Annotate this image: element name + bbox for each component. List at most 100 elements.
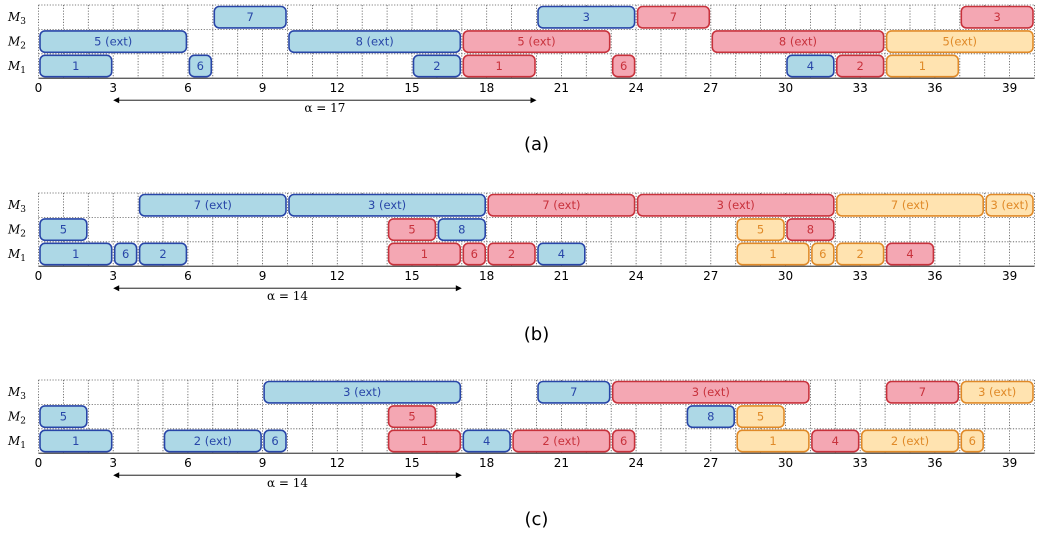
- job-bar: [462, 30, 611, 54]
- job-block: 6: [611, 429, 636, 453]
- job-label: 1: [72, 434, 79, 448]
- panel-caption: (a): [524, 134, 549, 155]
- job-block: 3: [960, 5, 1034, 29]
- job-block: 2 (ext): [860, 429, 960, 453]
- job-bar: [537, 5, 636, 29]
- tick-label: 15: [404, 81, 419, 95]
- job-label: 4: [558, 247, 565, 261]
- job-block: 7: [885, 380, 960, 404]
- job-block: 7: [636, 5, 711, 29]
- job-block: 4: [885, 242, 935, 266]
- job-block: 5: [39, 405, 88, 429]
- tick-label: 36: [927, 81, 942, 95]
- job-block: 2 (ext): [163, 429, 262, 453]
- job-bar: [213, 5, 287, 29]
- job-label: 7: [570, 385, 577, 399]
- job-block: 4: [811, 429, 860, 453]
- job-block: 7 (ext): [835, 193, 984, 217]
- job-bar: [512, 429, 611, 453]
- job-bar: [39, 242, 113, 266]
- job-block: 1: [39, 242, 113, 266]
- job-bar: [263, 380, 462, 404]
- job-bar: [885, 380, 960, 404]
- job-block: 6: [611, 54, 636, 78]
- job-bar: [39, 405, 88, 429]
- job-block: 5 (ext): [39, 30, 188, 54]
- tick-label: 21: [554, 269, 569, 283]
- panel-caption: (b): [524, 324, 549, 345]
- job-bar: [138, 193, 287, 217]
- alpha-label: α = 14: [267, 289, 308, 303]
- job-label: 6: [819, 247, 826, 261]
- alpha-span: α = 14: [113, 472, 462, 490]
- job-block: 3: [537, 5, 636, 29]
- job-bar: [636, 193, 835, 217]
- job-bar: [39, 30, 188, 54]
- job-bar: [387, 429, 462, 453]
- job-label: 1: [421, 247, 428, 261]
- job-bar: [960, 429, 984, 453]
- job-label: 8: [458, 223, 465, 237]
- job-label: 6: [197, 59, 204, 73]
- job-label: 5 (ext): [94, 35, 132, 49]
- arrowhead-right-icon: [530, 97, 537, 104]
- job-bar: [885, 54, 960, 78]
- job-block: 5: [736, 405, 785, 429]
- job-block: 6: [811, 242, 835, 266]
- job-bar: [537, 380, 611, 404]
- job-block: 1: [885, 54, 960, 78]
- job-label: 7: [919, 385, 926, 399]
- job-bar: [611, 429, 636, 453]
- tick-label: 33: [853, 81, 868, 95]
- panel-caption: (c): [525, 509, 549, 530]
- job-block: 5 (ext): [462, 30, 611, 54]
- job-block: 4: [786, 54, 835, 78]
- job-bar: [786, 54, 835, 78]
- job-label: 4: [807, 59, 814, 73]
- tick-label: 9: [259, 269, 267, 283]
- job-bar: [960, 380, 1034, 404]
- alpha-span: α = 17: [113, 97, 537, 115]
- job-label: 1: [72, 59, 79, 73]
- job-bar: [437, 218, 486, 242]
- job-label: 7: [670, 10, 677, 24]
- machine-label-3: M3: [7, 198, 26, 215]
- job-bar: [611, 54, 636, 78]
- tick-label: 3: [109, 269, 117, 283]
- alpha-label: α = 17: [304, 101, 345, 115]
- job-bar: [39, 54, 113, 78]
- job-label: 5: [408, 410, 415, 424]
- job-label: 4: [483, 434, 490, 448]
- job-label: 5: [408, 223, 415, 237]
- job-bar: [113, 242, 138, 266]
- job-label: 3: [993, 10, 1000, 24]
- job-block: 8 (ext): [711, 30, 885, 54]
- job-label: 2: [857, 59, 864, 73]
- job-label: 6: [471, 247, 478, 261]
- job-label: 6: [620, 434, 627, 448]
- job-label: 1: [421, 434, 428, 448]
- tick-label: 3: [109, 81, 117, 95]
- tick-label: 21: [554, 456, 569, 470]
- tick-label: 36: [927, 269, 942, 283]
- job-bar: [462, 429, 511, 453]
- job-bar: [860, 429, 960, 453]
- job-block: 4: [537, 242, 586, 266]
- job-block: 2: [835, 242, 885, 266]
- job-label: 2 (ext): [194, 434, 232, 448]
- job-label: 8 (ext): [779, 35, 817, 49]
- tick-label: 39: [1002, 269, 1017, 283]
- arrowhead-right-icon: [455, 472, 462, 479]
- job-block: 1: [39, 429, 113, 453]
- job-label: 3 (ext): [991, 198, 1029, 212]
- job-label: 3 (ext): [343, 385, 381, 399]
- job-bar: [835, 242, 885, 266]
- tick-label: 36: [927, 456, 942, 470]
- job-label: 5 (ext): [517, 35, 555, 49]
- machine-label-2: M2: [7, 410, 26, 427]
- tick-label: 12: [330, 269, 345, 283]
- job-block: 2 (ext): [512, 429, 611, 453]
- machine-label-3: M3: [7, 385, 26, 402]
- job-bar: [736, 429, 810, 453]
